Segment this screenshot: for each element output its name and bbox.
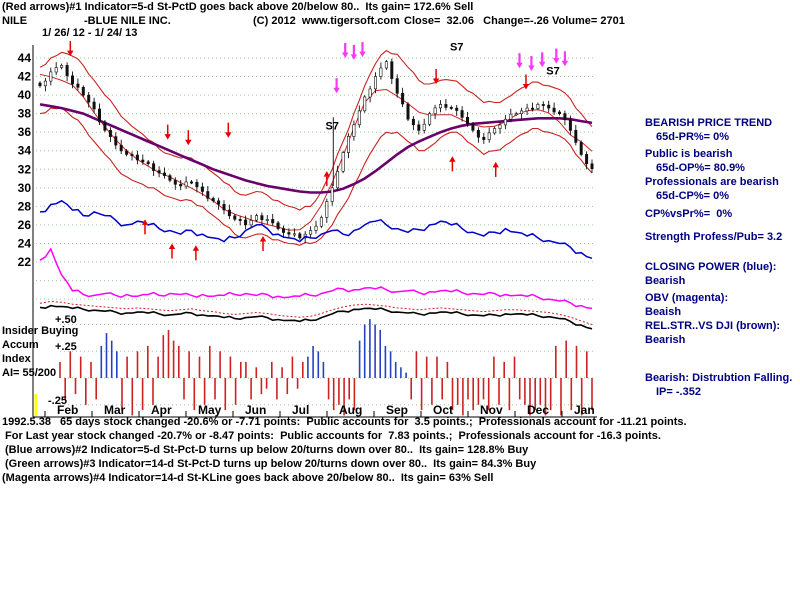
op-percent-value: 65d-OP%= 80.9% xyxy=(656,162,745,174)
svg-text:Oct: Oct xyxy=(433,403,453,417)
svg-text:32: 32 xyxy=(18,162,32,176)
obv-heading: OBV (magenta): xyxy=(645,292,729,304)
accum-index-histogram xyxy=(59,319,593,416)
svg-text:30: 30 xyxy=(18,181,32,195)
svg-text:May: May xyxy=(198,403,222,417)
signal-arrows: S7 S7 S7 xyxy=(67,41,569,261)
obv-line xyxy=(39,247,593,310)
company-name: -BLUE NILE INC. xyxy=(84,15,171,27)
svg-text:S7: S7 xyxy=(325,120,338,132)
scale-plus50-label: +.50 xyxy=(55,314,77,326)
svg-text:S7: S7 xyxy=(450,42,463,54)
svg-text:36: 36 xyxy=(18,125,32,139)
public-sentiment: Public is bearish xyxy=(645,148,733,160)
svg-text:22: 22 xyxy=(18,255,32,269)
ai-value: AI= 55/200 xyxy=(2,367,57,379)
accum-label: Accum xyxy=(2,339,39,351)
price-bands xyxy=(39,49,593,246)
svg-text:Dec: Dec xyxy=(527,403,549,417)
svg-text:Jun: Jun xyxy=(245,403,266,417)
insider-buying-label: Insider Buying xyxy=(2,325,79,337)
svg-text:Feb: Feb xyxy=(57,403,78,417)
svg-text:Aug: Aug xyxy=(339,403,362,417)
svg-text:28: 28 xyxy=(18,199,32,213)
rel-strength-heading: REL.STR..VS DJI (brown): xyxy=(645,320,781,332)
footer-line-blue-arrows: (Blue arrows)#2 Indicator=5-d St-Pct-D t… xyxy=(5,444,529,456)
footer-line-lastyear: For Last year stock changed -20.7% or -8… xyxy=(5,430,661,442)
rel-strength-status: Bearish xyxy=(645,334,686,346)
footer-line-past65: 65 days stock changed -20.6% or -7.71 po… xyxy=(60,416,687,428)
distribution-summary: Bearish: Distrubtion Falling. xyxy=(645,372,793,384)
closing-power-heading: CLOSING POWER (blue): xyxy=(645,261,777,273)
closing-power-status: Bearish xyxy=(645,275,686,287)
price-candles xyxy=(38,58,594,244)
svg-text:42: 42 xyxy=(18,70,32,84)
svg-text:S7: S7 xyxy=(546,66,559,78)
svg-text:Mar: Mar xyxy=(104,403,126,417)
pr-percent-value: 65d-PR%= 0% xyxy=(656,131,730,143)
scale-plus25-label: +.25 xyxy=(55,341,77,353)
red-arrows-signal-text: (Red arrows)#1 Indicator=5-d St-PctD goe… xyxy=(2,1,474,13)
svg-text:Jan: Jan xyxy=(574,403,595,417)
cp-percent-value: 65d-CP%= 0% xyxy=(656,190,730,202)
axis-labels: 44 42 40 38 36 34 32 30 28 26 24 22 Feb Mar Apr May Jun J… xyxy=(18,51,595,417)
svg-text:24: 24 xyxy=(18,237,32,251)
axes xyxy=(32,45,597,418)
svg-text:34: 34 xyxy=(18,144,32,158)
rel-strength-line xyxy=(39,300,593,330)
ticker-symbol: NILE xyxy=(2,15,28,27)
footer-line-magenta-arrows: (Magenta arrows)#4 Indicator=14-d St-KLi… xyxy=(2,472,494,484)
index-label: Index xyxy=(2,353,31,365)
obv-status: Beaish xyxy=(645,306,682,318)
ip-value: IP= -.352 xyxy=(656,386,701,398)
ma-65d-purple xyxy=(39,103,593,194)
professional-sentiment: Professionals are bearish xyxy=(645,176,779,188)
svg-text:44: 44 xyxy=(18,51,32,65)
svg-text:Apr: Apr xyxy=(151,403,172,417)
svg-text:Sep: Sep xyxy=(386,403,408,417)
svg-text:Nov: Nov xyxy=(480,403,503,417)
svg-text:26: 26 xyxy=(18,218,32,232)
svg-text:40: 40 xyxy=(18,88,32,102)
cp-vs-pr-value: CP%vsPr%= 0% xyxy=(645,208,733,220)
svg-text:Jul: Jul xyxy=(292,403,309,417)
strength-ratio-value: Strength Profess/Pub= 3.2 xyxy=(645,231,783,243)
date-range: 1/ 26/ 12 - 1/ 24/ 13 xyxy=(42,27,138,39)
footer-line-green-arrows: (Green arrows)#3 Indicator=14-d St-Pct-D… xyxy=(5,458,537,470)
scale-minus25-label: -.25 xyxy=(48,395,67,407)
svg-text:38: 38 xyxy=(18,107,32,121)
closing-power-line xyxy=(39,199,593,260)
quote-summary: Close= 32.06 Change=-.26 Volume= 2701 xyxy=(404,15,625,27)
corner-value: 1992.5.38 xyxy=(2,416,51,428)
price-trend-heading: BEARISH PRICE TREND xyxy=(645,117,773,129)
copyright-text: (C) 2012 www.tigersoft.com xyxy=(253,15,400,27)
